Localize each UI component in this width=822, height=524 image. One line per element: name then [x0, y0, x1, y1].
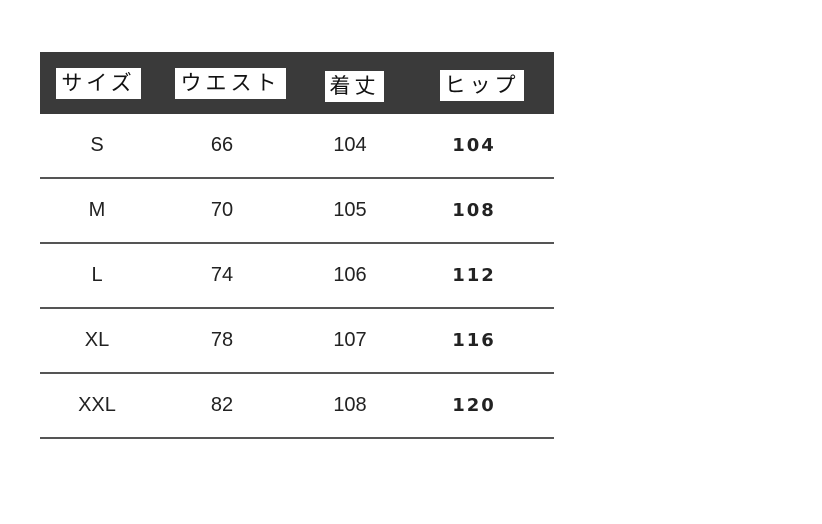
table-cell: 70	[210, 199, 234, 221]
table-cell: 82	[210, 394, 234, 416]
header-waist: ウエスト	[175, 68, 286, 99]
table-cell: 108	[452, 200, 496, 221]
table-cell: 116	[452, 330, 496, 351]
table-cell: 112	[452, 265, 496, 286]
table-cell: 104	[333, 134, 367, 156]
header-length: 着丈	[325, 71, 384, 102]
table-cell: 120	[452, 395, 496, 416]
table-cell: 108	[333, 394, 367, 416]
table-cell: L	[91, 264, 103, 286]
header-hip: ヒップ	[440, 70, 524, 101]
table-row: M 70 105 108	[40, 179, 554, 244]
table-row: L 74 106 112	[40, 244, 554, 309]
table-row: S 66 104 104	[40, 114, 554, 179]
table-cell: 66	[210, 134, 234, 156]
table-cell: 106	[333, 264, 367, 286]
table-cell: 74	[210, 264, 234, 286]
size-chart-table: サイズ ウエスト 着丈 ヒップ S 66 104 104 M 70 105 108 L 74 106…	[40, 52, 554, 439]
table-cell: XL	[84, 329, 110, 351]
table-cell: 105	[333, 199, 367, 221]
table-cell: XXL	[78, 394, 116, 416]
table-row: XXL 82 108 120	[40, 374, 554, 439]
header-size: サイズ	[56, 68, 141, 99]
table-cell: 107	[333, 329, 367, 351]
table-cell: S	[90, 134, 104, 156]
table-cell: 78	[210, 329, 234, 351]
table-cell: M	[88, 199, 106, 221]
table-cell: 104	[452, 135, 496, 156]
table-row: XL 78 107 116	[40, 309, 554, 374]
table-header: サイズ ウエスト 着丈 ヒップ	[40, 52, 554, 114]
